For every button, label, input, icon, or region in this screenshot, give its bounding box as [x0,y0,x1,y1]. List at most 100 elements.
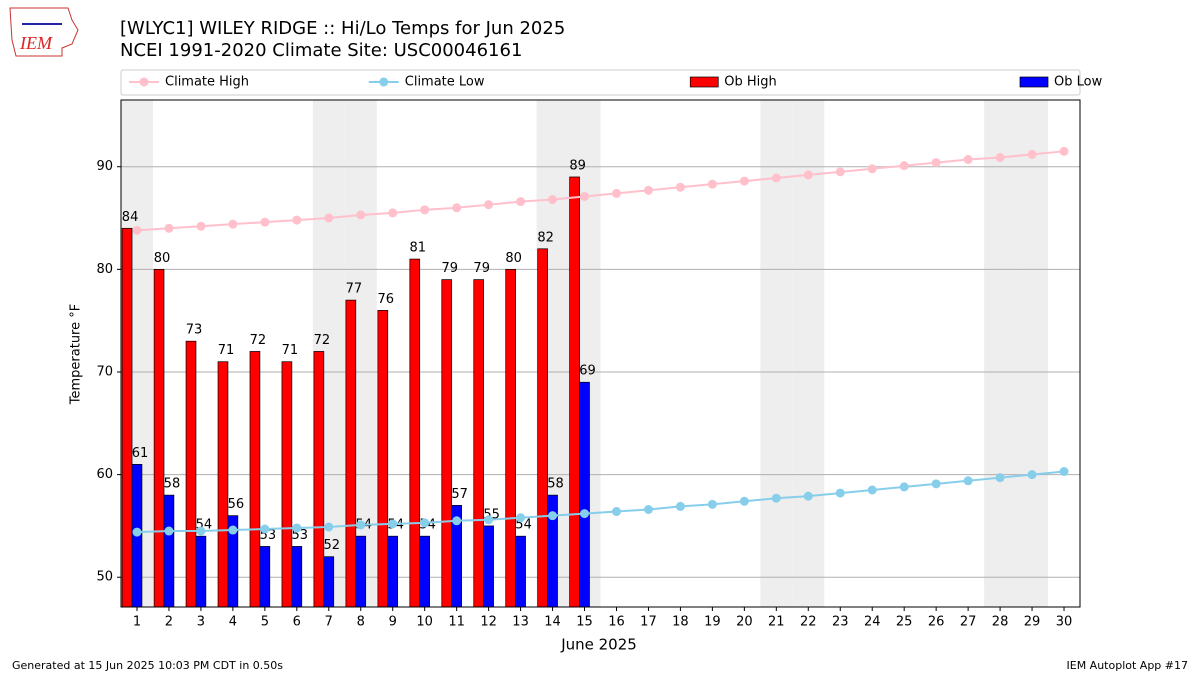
line-marker [739,496,749,506]
x-tick-label: 3 [197,615,205,630]
weekend-shade [984,100,1017,607]
x-tick-label: 30 [1056,615,1073,630]
x-tick-label: 14 [544,615,561,630]
bar-value-label: 71 [282,343,299,358]
x-tick-label: 4 [229,615,237,630]
bar-value-label: 72 [250,333,267,348]
legend-marker [139,77,149,87]
line-marker [420,518,430,528]
bar [291,546,303,608]
y-tick-label: 60 [96,467,113,482]
bar-value-label: 52 [324,538,341,553]
line-marker [356,210,366,220]
line-marker [132,225,142,235]
line-marker [963,155,973,165]
x-tick-label: 18 [672,615,689,630]
line-marker [228,219,238,229]
bar [441,279,453,608]
line-marker [260,217,270,227]
bar-value-label: 57 [451,487,468,502]
bar [195,535,207,608]
bar-value-label: 76 [378,292,395,307]
bar-value-label: 81 [410,241,427,256]
logo-outline [9,7,79,57]
bar [259,546,271,608]
line-marker [324,213,334,223]
line-marker [739,176,749,186]
line-marker [260,524,270,534]
x-tick-label: 13 [512,615,529,630]
line-marker [292,523,302,533]
line-marker [420,205,430,215]
line-marker [292,215,302,225]
x-tick-label: 5 [261,615,269,630]
bar [217,361,229,608]
line-marker [548,195,558,205]
x-tick-label: 26 [928,615,945,630]
bar [153,268,165,608]
x-tick-label: 29 [1024,615,1041,630]
bar-value-label: 82 [537,230,554,245]
x-tick-label: 21 [768,615,785,630]
line-marker [675,501,685,511]
bar-value-label: 71 [218,343,235,358]
bar [409,258,421,608]
line-marker [548,511,558,521]
line [136,470,1065,534]
bar [249,351,261,608]
x-tick-label: 12 [480,615,497,630]
line-marker [516,197,526,207]
x-tick-label: 17 [640,615,657,630]
logo: IEM [9,7,79,57]
bar-value-label: 84 [122,210,139,225]
line-marker [1027,149,1037,159]
bar [483,525,494,608]
line-marker [707,499,717,509]
line-marker [196,526,206,536]
bar [163,494,175,608]
line-marker [707,179,717,189]
bar [323,556,335,608]
bar-value-label: 56 [228,497,245,512]
line-marker [835,167,845,177]
plot-frame [120,99,1081,608]
x-tick-label: 15 [576,615,593,630]
line-marker [931,479,941,489]
legend-label: Climate High [165,75,249,90]
bar-value-label: 72 [314,333,331,348]
bar [345,299,357,608]
x-tick-label: 25 [896,615,913,630]
line-marker [803,491,813,501]
line-marker [771,493,781,503]
line-marker [931,158,941,168]
x-tick-label: 20 [736,615,753,630]
bar-value-label: 61 [132,446,149,461]
x-tick-label: 24 [864,615,881,630]
bar-value-label: 58 [547,477,564,492]
line-marker [675,182,685,192]
bar [355,535,367,608]
bar [579,381,590,608]
line-marker [228,525,238,535]
line-marker [452,516,462,526]
bar-value-label: 89 [569,158,586,173]
weekend-shade [1016,100,1049,607]
line-marker [835,488,845,498]
bar [419,535,430,608]
bar-value-label: 77 [346,282,363,297]
y-tick-label: 70 [96,364,113,379]
y-tick-label: 50 [96,570,113,585]
line-marker [388,208,398,218]
x-tick-label: 27 [960,615,977,630]
chart-subtitle: NCEI 1991-2020 Climate Site: USC00046161 [120,40,522,61]
bar [387,535,399,608]
line-marker [611,188,621,198]
x-tick-label: 23 [832,615,849,630]
bar [121,227,133,608]
x-tick-label: 7 [325,615,333,630]
line-marker [356,520,366,530]
x-tick-label: 1 [133,615,141,630]
x-tick-label: 2 [165,615,173,630]
line-marker [899,161,909,171]
